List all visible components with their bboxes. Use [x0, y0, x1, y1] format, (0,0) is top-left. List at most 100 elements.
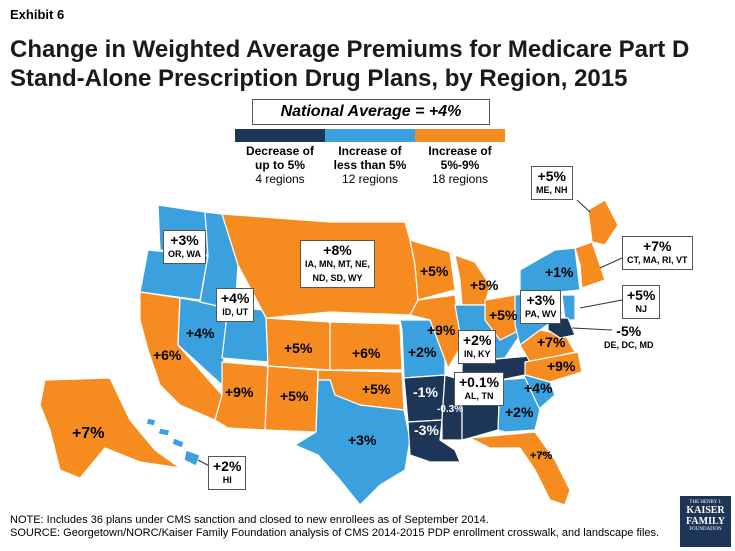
legend-item-decrease: Decrease of up to 5% 4 regions	[235, 144, 325, 186]
callout-north-value: +8%	[323, 242, 352, 258]
region-nj	[561, 294, 576, 321]
title-line-1: Change in Weighted Average Premiums for …	[10, 36, 690, 63]
callout-ct-ma-value: +7%	[643, 238, 672, 254]
leader-nj	[579, 299, 623, 309]
callout-me-nh-value: +5%	[537, 168, 566, 184]
label-ak: +7%	[72, 425, 105, 442]
region-il	[409, 294, 463, 369]
legend-item-high: Increase of 5%-9% 18 regions	[415, 144, 505, 186]
callout-nj: +5% NJ	[622, 285, 661, 319]
callout-or-wa-states: OR, WA	[168, 249, 201, 259]
callout-north: +8% IA, MN, MT, NE, ND, SD, WY	[300, 240, 375, 288]
legend-low-line2: less than 5%	[333, 158, 407, 172]
chart-title: Change in Weighted Average Premiums for …	[10, 35, 730, 93]
title-line-2: Stand-Alone Prescription Drug Plans, by …	[10, 65, 628, 92]
label-ok: +5%	[362, 381, 391, 397]
region-tx	[294, 379, 411, 506]
callout-nj-states: NJ	[635, 304, 647, 314]
label-la: -3%	[414, 422, 439, 438]
label-mo: +2%	[408, 344, 437, 360]
label-nm: +5%	[280, 388, 309, 404]
legend-item-low: Increase of less than 5% 12 regions	[325, 144, 415, 186]
note-text: NOTE: Includes 36 plans under CMS sancti…	[10, 514, 489, 526]
callout-hi-value: +2%	[213, 458, 242, 474]
label-va: +7%	[537, 334, 566, 350]
label-ca: +6%	[153, 347, 182, 363]
callout-ct-ma-states: CT, MA, RI, VT	[627, 255, 688, 265]
region-wi	[409, 239, 456, 301]
region-nc	[524, 351, 583, 383]
leader-fl	[537, 451, 551, 456]
callout-pa-wv: +3% PA, WV	[520, 290, 562, 324]
national-average-box: National Average = +4%	[252, 99, 490, 125]
label-fl: +7%	[530, 450, 553, 462]
callout-de-dc-value: -5%	[616, 323, 642, 339]
callout-nj-value: +5%	[627, 287, 656, 303]
callout-ct-ma: +7% CT, MA, RI, VT	[622, 236, 693, 270]
leader-ct-ma	[599, 257, 623, 269]
logo-line-4: FOUNDATION	[689, 527, 722, 532]
label-co: +5%	[284, 340, 313, 356]
label-az: +9%	[225, 384, 254, 400]
legend-low-line1: Increase of	[338, 144, 402, 158]
callout-al-tn-states: AL, TN	[464, 391, 494, 401]
label-oh: +5%	[489, 307, 518, 323]
callout-or-wa-value: +3%	[170, 232, 199, 248]
leader-de-dc	[571, 327, 613, 331]
legend-color-bar	[235, 129, 505, 142]
label-ny: +1%	[545, 264, 574, 280]
callout-de-dc: -5% DE, DC, MD	[600, 322, 658, 354]
label-nc: +9%	[547, 358, 576, 374]
callout-id-ut: +4% ID, UT	[216, 288, 255, 322]
legend-high-line1: Increase of	[428, 144, 492, 158]
callout-al-tn: +0.1% AL, TN	[454, 372, 505, 406]
source-text: SOURCE: Georgetown/NORC/Kaiser Family Fo…	[10, 527, 660, 539]
leader-me-nh	[576, 199, 591, 213]
label-sc: +4%	[524, 380, 553, 396]
label-il: +9%	[427, 322, 456, 338]
kff-logo: THE HENRY J. KAISER FAMILY FOUNDATION	[680, 496, 731, 547]
callout-pa-wv-value: +3%	[526, 292, 555, 308]
legend-high-count: 18 regions	[431, 172, 489, 186]
legend: Decrease of up to 5% 4 regions Increase …	[225, 144, 505, 186]
legend-swatch-high	[415, 129, 505, 142]
callout-north-states-1: IA, MN, MT, NE,	[305, 259, 370, 269]
legend-swatch-decrease	[235, 129, 325, 142]
callout-me-nh: +5% ME, NH	[531, 166, 573, 200]
region-hi-3	[171, 437, 185, 449]
logo-line-3: FAMILY	[686, 516, 725, 527]
label-nv: +4%	[186, 325, 215, 341]
legend-high-line2: 5%-9%	[440, 158, 480, 172]
label-mi: +5%	[470, 277, 499, 293]
region-hi-4	[183, 449, 201, 467]
logo-line-2: KAISER	[686, 505, 725, 516]
callout-id-ut-states: ID, UT	[222, 307, 249, 317]
callout-de-dc-states: DE, DC, MD	[604, 340, 654, 350]
region-ks	[329, 321, 403, 371]
label-ga: +2%	[505, 404, 534, 420]
callout-hi: +2% HI	[208, 456, 247, 490]
label-ks: +6%	[352, 345, 381, 361]
label-ms: -0.3%	[437, 404, 464, 415]
callout-pa-wv-states: PA, WV	[525, 309, 557, 319]
callout-in-ky-value: +2%	[463, 332, 492, 348]
callout-al-tn-value: +0.1%	[459, 374, 500, 390]
callout-me-nh-states: ME, NH	[536, 185, 568, 195]
callout-or-wa: +3% OR, WA	[163, 230, 206, 264]
label-ar: -1%	[413, 384, 438, 400]
region-ga	[497, 377, 541, 433]
legend-decrease-count: 4 regions	[255, 172, 305, 186]
callout-in-ky: +2% IN, KY	[458, 330, 497, 364]
region-me-nh	[587, 199, 619, 246]
legend-low-count: 12 regions	[341, 172, 399, 186]
callout-in-ky-states: IN, KY	[463, 349, 491, 359]
callout-id-ut-value: +4%	[221, 290, 250, 306]
logo-line-1: THE HENRY J.	[689, 500, 722, 505]
legend-swatch-low	[325, 129, 415, 142]
label-tx: +3%	[348, 432, 377, 448]
legend-decrease-line1: Decrease of	[245, 144, 315, 158]
callout-north-states-2: ND, SD, WY	[312, 273, 363, 283]
region-hi-1	[145, 417, 157, 427]
footnote: NOTE: Includes 36 plans under CMS sancti…	[10, 514, 659, 540]
